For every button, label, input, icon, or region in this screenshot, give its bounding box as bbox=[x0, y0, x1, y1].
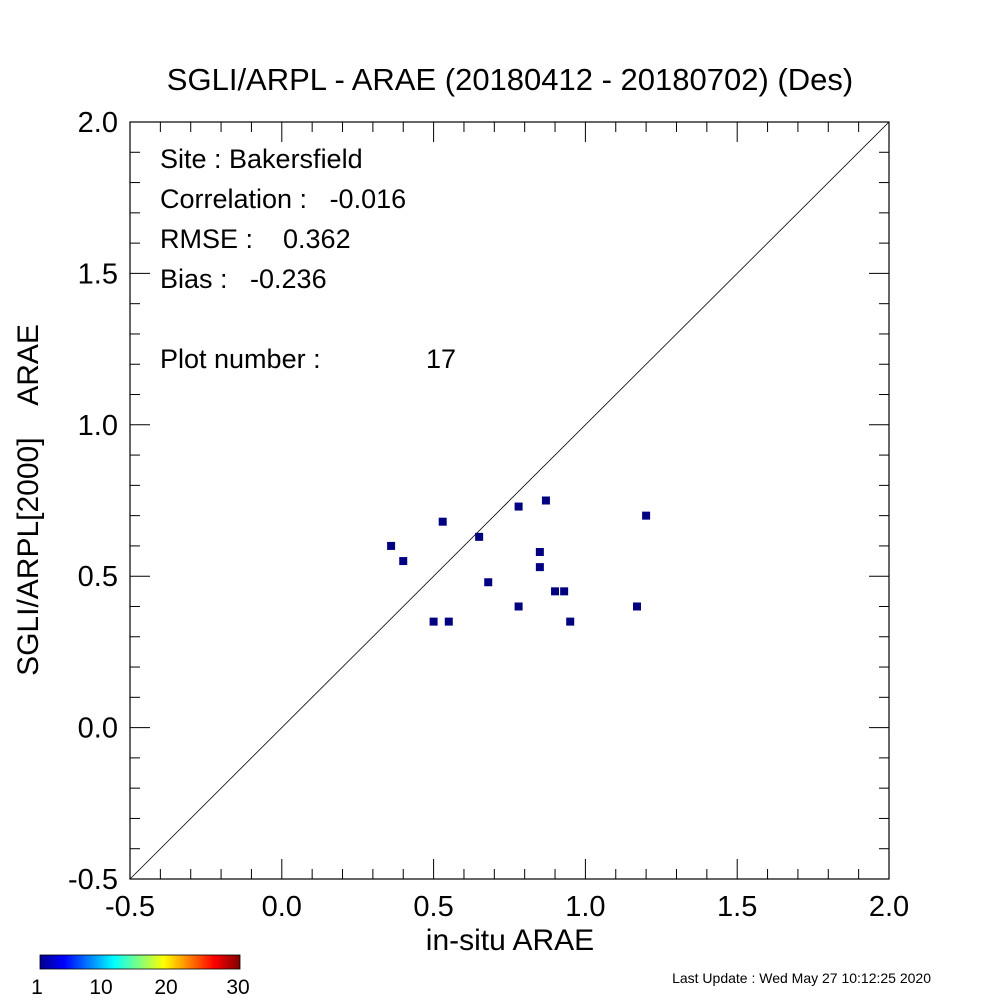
site-text: Site : Bakersfield bbox=[160, 144, 363, 174]
colorbar-label: 1 bbox=[31, 976, 43, 999]
y-tick-label: 2.0 bbox=[78, 107, 118, 139]
plot-number-label: Plot number : bbox=[160, 344, 321, 374]
colorbar-gradient bbox=[39, 954, 241, 970]
data-point bbox=[551, 587, 560, 596]
data-point bbox=[438, 517, 447, 526]
plot-number-value: 17 bbox=[426, 344, 456, 374]
data-point bbox=[399, 557, 408, 566]
x-tick-label: -0.5 bbox=[105, 891, 155, 923]
x-axis-label: in-situ ARAE bbox=[426, 924, 594, 957]
colorbar: 1 10 20 30 bbox=[31, 954, 250, 999]
stats-panel: Site : Bakersfield Correlation : -0.016 … bbox=[160, 144, 456, 374]
x-tick-labels: -0.5 0.0 0.5 1.0 1.5 2.0 bbox=[105, 891, 909, 923]
correlation-text: Correlation : -0.016 bbox=[160, 184, 406, 214]
data-point bbox=[560, 587, 569, 596]
y-tick-label: 1.5 bbox=[78, 258, 118, 290]
data-points bbox=[387, 496, 651, 626]
colorbar-label: 20 bbox=[154, 976, 177, 999]
data-point bbox=[541, 496, 550, 505]
data-point bbox=[387, 541, 396, 550]
x-tick-label: 0.0 bbox=[262, 891, 302, 923]
colorbar-labels: 1 10 20 30 bbox=[31, 976, 250, 999]
data-point bbox=[514, 502, 523, 511]
reference-line-layer bbox=[129, 121, 890, 880]
x-tick-label: 1.5 bbox=[717, 891, 757, 923]
y-axis-label: SGLI/ARPL[2000] ARAE bbox=[12, 324, 45, 676]
one-to-one-line bbox=[129, 121, 890, 880]
data-point bbox=[484, 578, 493, 587]
data-point bbox=[429, 617, 438, 626]
x-tick-label: 1.0 bbox=[565, 891, 605, 923]
data-point bbox=[514, 602, 523, 611]
y-tick-label: 0.0 bbox=[78, 713, 118, 745]
plot-frame bbox=[129, 121, 890, 880]
x-tick-label: 2.0 bbox=[869, 891, 909, 923]
bias-text: Bias : -0.236 bbox=[160, 264, 327, 294]
chart-title: SGLI/ARPL - ARAE (20180412 - 20180702) (… bbox=[167, 62, 853, 97]
rmse-text: RMSE : 0.362 bbox=[160, 224, 351, 254]
data-point bbox=[535, 547, 544, 556]
data-point bbox=[633, 602, 642, 611]
data-point bbox=[566, 617, 575, 626]
x-tick-label: 0.5 bbox=[413, 891, 453, 923]
y-tick-label: 0.5 bbox=[78, 561, 118, 593]
data-point bbox=[475, 532, 484, 541]
colorbar-label: 30 bbox=[226, 976, 249, 999]
data-point bbox=[535, 563, 544, 572]
colorbar-label: 10 bbox=[89, 976, 112, 999]
y-tick-labels: -0.5 0.0 0.5 1.0 1.5 2.0 bbox=[68, 107, 118, 896]
data-point bbox=[444, 617, 453, 626]
y-tick-label: 1.0 bbox=[78, 410, 118, 442]
data-point bbox=[642, 511, 651, 520]
last-update-text: Last Update : Wed May 27 10:12:25 2020 bbox=[672, 970, 931, 986]
y-tick-label: -0.5 bbox=[68, 864, 118, 896]
